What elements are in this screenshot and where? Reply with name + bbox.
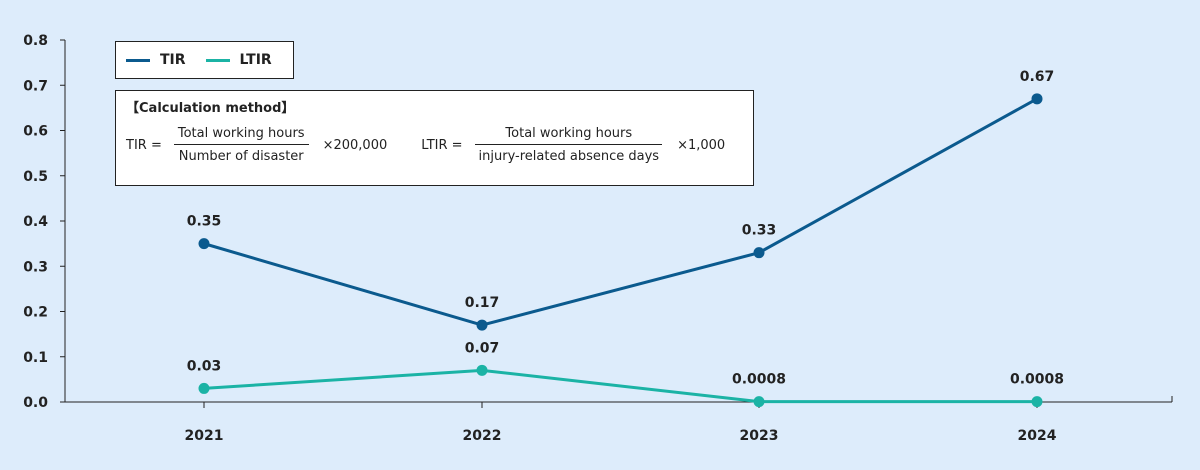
y-tick-label: 0.8: [23, 33, 48, 49]
calculation-method-box: 【Calculation method】 TIR = Total working…: [115, 90, 754, 186]
y-tick-label: 0.2: [23, 305, 48, 321]
ltir-data-label: 0.0008: [1010, 372, 1064, 388]
tir-data-label: 0.33: [742, 223, 777, 239]
legend-item-tir: TIR: [126, 52, 186, 68]
tir-data-label: 0.67: [1020, 69, 1055, 85]
tir-formula-label: TIR =: [126, 137, 162, 153]
y-tick-label: 0.5: [23, 169, 48, 185]
ltir-point: [1031, 396, 1043, 408]
tir-point: [1031, 93, 1043, 105]
legend-item-ltir: LTIR: [205, 52, 272, 68]
ltir-data-label: 0.07: [465, 340, 500, 356]
x-tick-label: 2022: [463, 428, 502, 444]
tir-numerator: Total working hours: [173, 126, 309, 145]
ltir-point: [476, 364, 488, 376]
ltir-point: [198, 382, 210, 394]
x-tick-label: 2021: [185, 428, 224, 444]
tir-line: [203, 97, 1038, 327]
y-tick-label: 0.0: [23, 395, 48, 411]
ltir-line: [203, 368, 1037, 404]
tir-point: [476, 319, 488, 331]
tir-denominator: Number of disaster: [178, 149, 304, 164]
ltir-fraction: Total working hours injury-related absenc…: [475, 126, 664, 164]
ltir-numerator: Total working hours: [475, 126, 663, 145]
ltir-data-label: 0.03: [187, 358, 222, 374]
legend-swatch-ltir: [205, 58, 230, 62]
x-tick-label: 2024: [1018, 428, 1057, 444]
tir-point: [198, 238, 210, 250]
y-tick-label: 0.1: [23, 350, 48, 366]
calc-formulas: TIR = Total working hours Number of disas…: [126, 126, 743, 164]
legend-label-ltir: LTIR: [239, 52, 272, 68]
tir-multiplier: ×200,000: [322, 137, 388, 153]
y-tick-label: 0.4: [23, 214, 48, 230]
x-tick-label: 2023: [740, 428, 779, 444]
legend: TIR LTIR: [115, 41, 294, 79]
tir-data-label: 0.35: [187, 214, 222, 230]
legend-swatch-tir: [126, 58, 150, 62]
ltir-data-label: 0.0008: [732, 372, 786, 388]
tir-fraction: Total working hours Number of disaster: [173, 126, 309, 164]
y-tick-label: 0.7: [23, 78, 48, 94]
y-tick-label: 0.6: [23, 124, 48, 140]
legend-label-tir: TIR: [160, 52, 186, 68]
ltir-formula-label: LTIR =: [421, 137, 463, 153]
ltir-denominator: injury-related absence days: [478, 149, 660, 164]
y-tick-label: 0.3: [23, 259, 48, 275]
ltir-multiplier: ×1,000: [677, 137, 726, 153]
tir-point: [753, 247, 765, 259]
tir-data-label: 0.17: [465, 295, 500, 311]
ltir-point: [753, 396, 765, 408]
calc-title: 【Calculation method】: [126, 101, 295, 116]
